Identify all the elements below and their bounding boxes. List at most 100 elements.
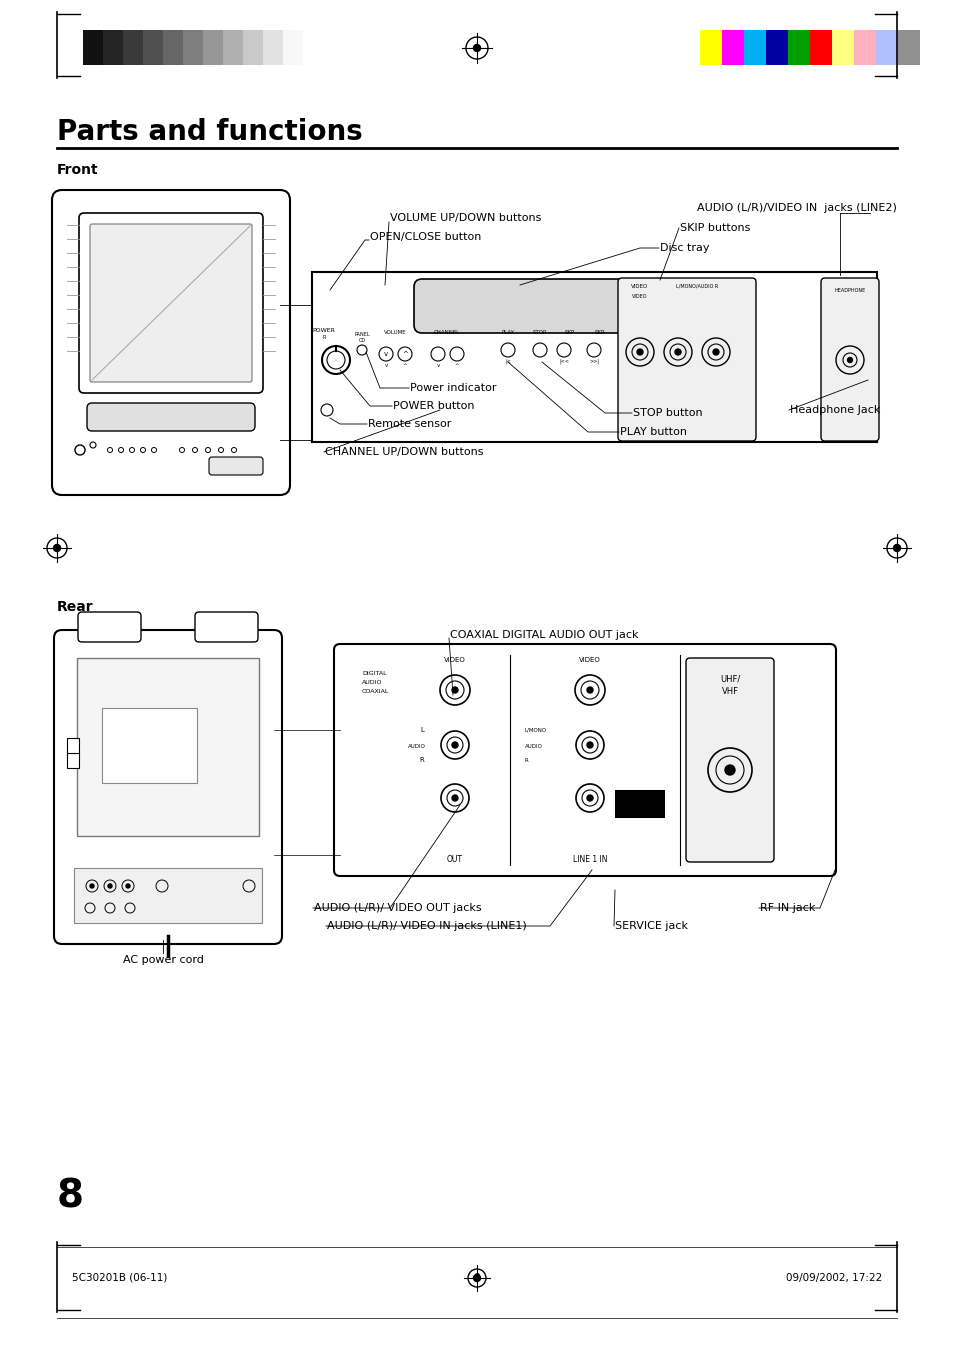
FancyBboxPatch shape bbox=[78, 612, 141, 642]
Text: RF IN jack: RF IN jack bbox=[760, 902, 815, 913]
Bar bbox=[615, 790, 664, 817]
FancyBboxPatch shape bbox=[79, 213, 263, 393]
FancyBboxPatch shape bbox=[414, 280, 639, 332]
Bar bbox=[853, 30, 875, 65]
Bar bbox=[103, 30, 123, 65]
Text: VOLUME: VOLUME bbox=[383, 330, 406, 335]
Circle shape bbox=[586, 742, 593, 748]
Text: ^: ^ bbox=[401, 351, 408, 357]
Text: VIDEO: VIDEO bbox=[632, 295, 647, 299]
Text: SKP: SKP bbox=[595, 330, 604, 335]
Text: OPEN/CLOSE button: OPEN/CLOSE button bbox=[370, 232, 481, 242]
Bar bbox=[143, 30, 163, 65]
Bar bbox=[809, 30, 831, 65]
Text: COAXIAL: COAXIAL bbox=[361, 689, 389, 694]
Text: 8: 8 bbox=[474, 1273, 479, 1283]
Text: OUT: OUT bbox=[447, 855, 462, 865]
Circle shape bbox=[53, 544, 60, 551]
FancyBboxPatch shape bbox=[618, 278, 755, 440]
Bar bbox=[223, 30, 243, 65]
Circle shape bbox=[452, 688, 457, 693]
Text: Power indicator: Power indicator bbox=[410, 382, 496, 393]
Text: AC power cord: AC power cord bbox=[122, 955, 203, 965]
Bar bbox=[875, 30, 897, 65]
Circle shape bbox=[473, 1274, 480, 1282]
Text: v: v bbox=[383, 351, 388, 357]
Bar bbox=[283, 30, 303, 65]
Bar bbox=[123, 30, 143, 65]
Text: >>|: >>| bbox=[588, 359, 598, 365]
Circle shape bbox=[90, 884, 94, 888]
Text: SKIP buttons: SKIP buttons bbox=[679, 223, 750, 232]
Text: VIDEO: VIDEO bbox=[631, 284, 648, 289]
Bar bbox=[721, 30, 743, 65]
Text: STOP: STOP bbox=[533, 330, 547, 335]
Text: Rear: Rear bbox=[57, 600, 93, 613]
Text: R: R bbox=[322, 335, 325, 340]
Bar bbox=[102, 708, 196, 784]
FancyBboxPatch shape bbox=[194, 612, 257, 642]
Text: 09/09/2002, 17:22: 09/09/2002, 17:22 bbox=[785, 1273, 882, 1283]
Bar bbox=[203, 30, 223, 65]
Text: POWER button: POWER button bbox=[393, 401, 474, 411]
Text: VIDEO: VIDEO bbox=[444, 657, 465, 663]
FancyBboxPatch shape bbox=[334, 644, 835, 875]
Bar bbox=[312, 272, 876, 442]
FancyBboxPatch shape bbox=[87, 403, 254, 431]
Text: POWER: POWER bbox=[313, 328, 335, 332]
Bar bbox=[183, 30, 203, 65]
Text: 8: 8 bbox=[57, 1178, 84, 1216]
Circle shape bbox=[586, 688, 593, 693]
Text: SKP: SKP bbox=[564, 330, 575, 335]
FancyBboxPatch shape bbox=[54, 630, 282, 944]
Circle shape bbox=[586, 794, 593, 801]
Text: Headphone Jack: Headphone Jack bbox=[789, 405, 880, 415]
Text: Front: Front bbox=[57, 163, 98, 177]
Text: AUDIO: AUDIO bbox=[408, 744, 425, 748]
Circle shape bbox=[473, 45, 480, 51]
Circle shape bbox=[724, 765, 734, 775]
Text: VHF: VHF bbox=[720, 688, 738, 696]
FancyBboxPatch shape bbox=[52, 190, 290, 494]
Text: 5C30201B (06-11): 5C30201B (06-11) bbox=[71, 1273, 167, 1283]
Circle shape bbox=[452, 742, 457, 748]
Text: |<<: |<< bbox=[558, 359, 568, 365]
Bar bbox=[743, 30, 765, 65]
Text: PLAY button: PLAY button bbox=[619, 427, 686, 436]
Text: Remote sensor: Remote sensor bbox=[368, 419, 451, 430]
Bar bbox=[831, 30, 853, 65]
Circle shape bbox=[108, 884, 112, 888]
Circle shape bbox=[846, 358, 852, 362]
Bar bbox=[77, 658, 258, 836]
Bar bbox=[700, 30, 721, 65]
Text: COAXIAL DIGITAL AUDIO OUT jack: COAXIAL DIGITAL AUDIO OUT jack bbox=[450, 630, 638, 640]
Text: ^: ^ bbox=[455, 363, 458, 367]
Bar bbox=[67, 738, 79, 767]
Text: STOP button: STOP button bbox=[633, 408, 702, 417]
Text: L/MONO/AUDIO R: L/MONO/AUDIO R bbox=[675, 284, 718, 289]
Text: PANEL
CD: PANEL CD bbox=[354, 332, 370, 343]
FancyBboxPatch shape bbox=[209, 457, 263, 476]
Text: PLAY: PLAY bbox=[501, 330, 514, 335]
Bar bbox=[765, 30, 787, 65]
Bar bbox=[83, 30, 103, 65]
Circle shape bbox=[637, 349, 642, 355]
FancyBboxPatch shape bbox=[821, 278, 878, 440]
Text: AUDIO (L/R)/ VIDEO IN jacks (LINE1): AUDIO (L/R)/ VIDEO IN jacks (LINE1) bbox=[327, 921, 526, 931]
Circle shape bbox=[712, 349, 719, 355]
Text: AUDIO (L/R)/ VIDEO OUT jacks: AUDIO (L/R)/ VIDEO OUT jacks bbox=[314, 902, 481, 913]
Circle shape bbox=[126, 884, 130, 888]
Bar bbox=[243, 30, 263, 65]
Text: LINE 1 IN: LINE 1 IN bbox=[572, 855, 607, 865]
Text: SERVICE jack: SERVICE jack bbox=[615, 921, 687, 931]
Text: R: R bbox=[419, 757, 424, 763]
Text: L: L bbox=[419, 727, 423, 734]
Text: CHANNEL UP/DOWN buttons: CHANNEL UP/DOWN buttons bbox=[325, 447, 483, 457]
Text: AUDIO: AUDIO bbox=[524, 744, 542, 748]
Text: |<: |< bbox=[504, 359, 511, 365]
Text: DIGITAL: DIGITAL bbox=[361, 671, 386, 676]
Bar bbox=[897, 30, 919, 65]
Bar bbox=[74, 867, 262, 923]
Circle shape bbox=[452, 794, 457, 801]
Text: ^: ^ bbox=[402, 363, 407, 367]
